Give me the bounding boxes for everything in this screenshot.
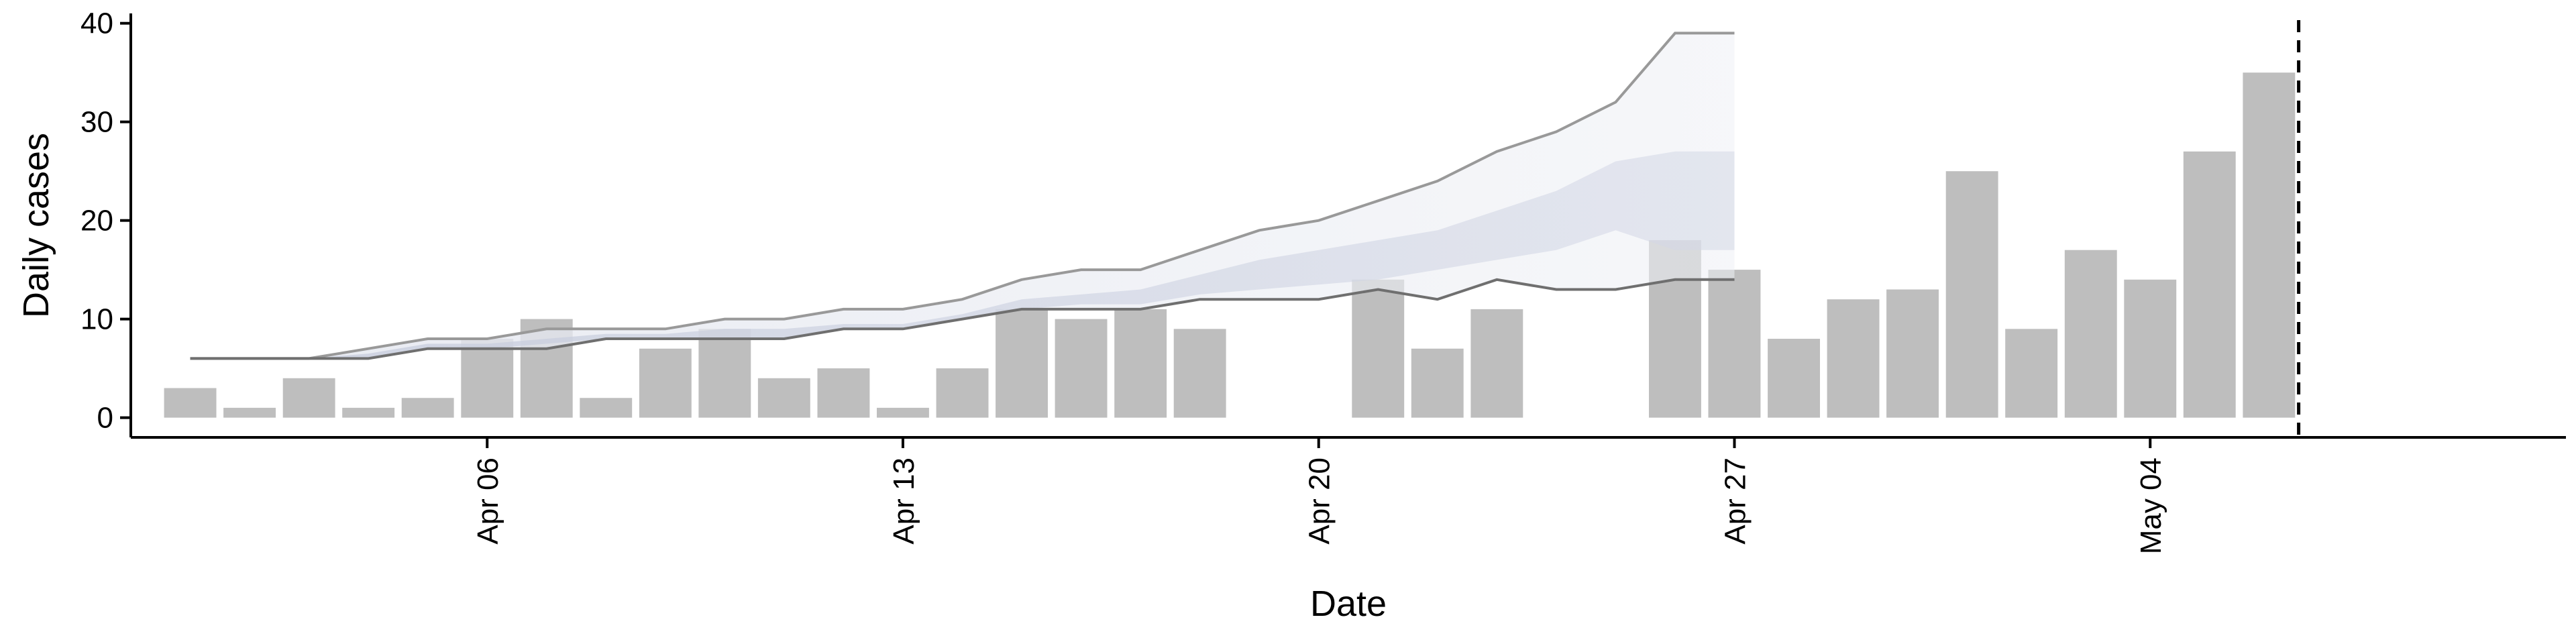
bar-2020-04-21 bbox=[1352, 279, 1405, 418]
y-tick-label-30: 30 bbox=[80, 106, 113, 139]
bar-2020-04-06 bbox=[461, 339, 514, 418]
bar-2020-04-08 bbox=[580, 398, 633, 418]
x-tick-label-2020-05-04: May 04 bbox=[2135, 458, 2167, 554]
y-tick-label-40: 40 bbox=[80, 7, 113, 40]
y-tick-label-0: 0 bbox=[97, 402, 113, 435]
bar-2020-04-01 bbox=[164, 388, 217, 418]
bar-2020-04-14 bbox=[936, 368, 989, 418]
x-tick-label-2020-04-13: Apr 13 bbox=[888, 458, 920, 545]
bar-2020-04-10 bbox=[698, 329, 751, 418]
bar-2020-04-03 bbox=[282, 378, 335, 418]
forecast-layer bbox=[190, 32, 1735, 360]
bar-2020-04-18 bbox=[1173, 329, 1226, 418]
bar-2020-04-22 bbox=[1411, 348, 1464, 418]
bar-2020-04-17 bbox=[1114, 309, 1167, 418]
bar-2020-04-28 bbox=[1768, 339, 1820, 418]
bar-2020-04-30 bbox=[1886, 289, 1939, 418]
forecast-lower-line bbox=[190, 278, 1735, 360]
bar-2020-04-13 bbox=[877, 407, 929, 418]
y-axis-title: Daily cases bbox=[16, 133, 56, 318]
y-tick-label-20: 20 bbox=[80, 205, 113, 237]
bar-2020-04-11 bbox=[757, 378, 810, 418]
bar-2020-04-29 bbox=[1827, 299, 1880, 418]
bar-2020-05-06 bbox=[2243, 72, 2296, 418]
bar-2020-05-05 bbox=[2183, 151, 2236, 418]
bar-2020-05-01 bbox=[1945, 171, 1998, 418]
bar-2020-04-16 bbox=[1055, 319, 1108, 418]
x-tick-label-2020-04-20: Apr 20 bbox=[1303, 458, 1336, 545]
bar-2020-04-05 bbox=[401, 398, 454, 418]
bar-2020-04-12 bbox=[817, 368, 870, 418]
forecast-inner-band bbox=[190, 151, 1735, 359]
x-axis-title: Date bbox=[1310, 584, 1387, 624]
x-tick-label-2020-04-27: Apr 27 bbox=[1719, 458, 1752, 545]
bar-2020-04-04 bbox=[342, 407, 395, 418]
axes-layer: 0 10 20 30 40 Apr 06 Apr 13 Apr 20 Apr 27 May 04 bbox=[80, 7, 2566, 554]
bar-2020-04-15 bbox=[996, 309, 1048, 418]
y-tick-label-10: 10 bbox=[80, 303, 113, 336]
bar-2020-04-27 bbox=[1708, 270, 1761, 418]
bar-2020-05-02 bbox=[2005, 329, 2058, 418]
bar-2020-04-09 bbox=[639, 348, 692, 418]
bar-2020-05-03 bbox=[2064, 250, 2117, 418]
forecast-upper-line bbox=[190, 32, 1735, 360]
bar-2020-04-23 bbox=[1470, 309, 1523, 418]
x-tick-label-2020-04-06: Apr 06 bbox=[472, 458, 504, 545]
bar-2020-04-02 bbox=[223, 407, 276, 418]
bar-2020-05-04 bbox=[2124, 279, 2177, 418]
